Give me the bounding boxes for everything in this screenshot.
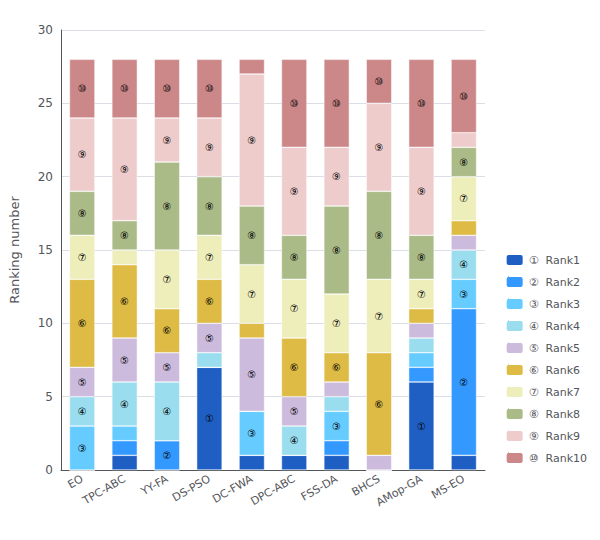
svg-text:③: ③ bbox=[332, 421, 341, 432]
svg-text:⑤: ⑤ bbox=[163, 362, 172, 373]
svg-text:MS-EO: MS-EO bbox=[429, 472, 467, 501]
svg-text:⑦: ⑦ bbox=[78, 252, 87, 263]
svg-text:②: ② bbox=[163, 450, 172, 461]
svg-text:⑩: ⑩ bbox=[375, 76, 384, 87]
svg-text:③: ③ bbox=[459, 289, 468, 300]
svg-text:⑧: ⑧ bbox=[120, 230, 129, 241]
svg-text:⑦: ⑦ bbox=[459, 193, 468, 204]
svg-text:⑦: ⑦ bbox=[417, 289, 426, 300]
svg-text:③: ③ bbox=[78, 443, 87, 454]
svg-text:⑨: ⑨ bbox=[332, 171, 341, 182]
svg-text:⑥: ⑥ bbox=[205, 296, 214, 307]
svg-text:⑩: ⑩ bbox=[205, 83, 214, 94]
svg-text:⑥: ⑥ bbox=[163, 325, 172, 336]
svg-text:⑤: ⑤ bbox=[120, 355, 129, 366]
svg-text:④: ④ bbox=[120, 399, 129, 410]
svg-text:⑤ Rank5: ⑤ Rank5 bbox=[529, 342, 580, 355]
svg-text:⑨: ⑨ bbox=[417, 186, 426, 197]
svg-text:⑦ Rank7: ⑦ Rank7 bbox=[529, 386, 580, 399]
svg-text:20: 20 bbox=[38, 170, 53, 184]
svg-text:⑧: ⑧ bbox=[375, 230, 384, 241]
svg-text:⑤: ⑤ bbox=[290, 406, 299, 417]
svg-text:② Rank2: ② Rank2 bbox=[529, 276, 580, 289]
svg-text:⑦: ⑦ bbox=[290, 303, 299, 314]
svg-text:⑧ Rank8: ⑧ Rank8 bbox=[529, 408, 580, 421]
svg-text:⑨: ⑨ bbox=[78, 149, 87, 160]
svg-text:5: 5 bbox=[45, 390, 53, 404]
svg-text:④: ④ bbox=[459, 259, 468, 270]
svg-text:⑧: ⑧ bbox=[332, 245, 341, 256]
svg-text:DS-PSO: DS-PSO bbox=[170, 472, 213, 504]
svg-text:EO: EO bbox=[65, 472, 85, 491]
svg-text:⑤: ⑤ bbox=[78, 377, 87, 388]
svg-text:DC-FWA: DC-FWA bbox=[210, 472, 255, 506]
svg-text:⑨ Rank9: ⑨ Rank9 bbox=[529, 430, 580, 443]
svg-text:④: ④ bbox=[163, 406, 172, 417]
svg-text:⑩: ⑩ bbox=[290, 98, 299, 109]
svg-text:10: 10 bbox=[38, 316, 53, 330]
svg-text:④: ④ bbox=[78, 406, 87, 417]
svg-text:⑧: ⑧ bbox=[78, 208, 87, 219]
svg-text:25: 25 bbox=[38, 96, 53, 110]
svg-text:⑦: ⑦ bbox=[247, 289, 256, 300]
svg-text:⑩: ⑩ bbox=[332, 98, 341, 109]
svg-text:⑥ Rank6: ⑥ Rank6 bbox=[529, 364, 580, 377]
svg-text:①: ① bbox=[417, 421, 426, 432]
svg-text:⑥: ⑥ bbox=[290, 362, 299, 373]
svg-text:⑩: ⑩ bbox=[78, 83, 87, 94]
svg-text:④ Rank4: ④ Rank4 bbox=[529, 320, 580, 333]
svg-text:FSS-DA: FSS-DA bbox=[299, 472, 340, 503]
svg-text:⑨: ⑨ bbox=[247, 135, 256, 146]
svg-text:⑨: ⑨ bbox=[290, 186, 299, 197]
svg-text:⑦: ⑦ bbox=[163, 274, 172, 285]
svg-text:⑧: ⑧ bbox=[205, 201, 214, 212]
svg-text:30: 30 bbox=[38, 23, 53, 37]
svg-text:BHCS: BHCS bbox=[349, 472, 383, 499]
svg-text:⑨: ⑨ bbox=[120, 164, 129, 175]
svg-text:③ Rank3: ③ Rank3 bbox=[529, 298, 580, 311]
svg-text:DPC-ABC: DPC-ABC bbox=[249, 472, 298, 508]
svg-text:⑩: ⑩ bbox=[163, 83, 172, 94]
svg-text:⑨: ⑨ bbox=[205, 142, 214, 153]
svg-text:⑧: ⑧ bbox=[163, 201, 172, 212]
svg-text:0: 0 bbox=[45, 463, 53, 477]
svg-text:⑥: ⑥ bbox=[375, 399, 384, 410]
svg-text:⑤: ⑤ bbox=[205, 333, 214, 344]
svg-text:⑧: ⑧ bbox=[247, 230, 256, 241]
svg-text:TPC-ABC: TPC-ABC bbox=[80, 472, 129, 508]
svg-text:⑤: ⑤ bbox=[247, 369, 256, 380]
svg-text:⑦: ⑦ bbox=[332, 318, 341, 329]
svg-text:④: ④ bbox=[290, 435, 299, 446]
svg-text:①: ① bbox=[205, 413, 214, 424]
svg-text:① Rank1: ① Rank1 bbox=[529, 254, 580, 267]
svg-text:⑥: ⑥ bbox=[120, 296, 129, 307]
svg-text:⑦: ⑦ bbox=[205, 252, 214, 263]
svg-text:⑩ Rank10: ⑩ Rank10 bbox=[529, 452, 587, 465]
svg-text:②: ② bbox=[459, 377, 468, 388]
svg-text:⑥: ⑥ bbox=[78, 318, 87, 329]
svg-text:15: 15 bbox=[38, 243, 53, 257]
svg-text:⑧: ⑧ bbox=[459, 157, 468, 168]
svg-text:⑨: ⑨ bbox=[375, 142, 384, 153]
svg-text:⑥: ⑥ bbox=[332, 362, 341, 373]
svg-text:⑩: ⑩ bbox=[120, 83, 129, 94]
svg-text:⑦: ⑦ bbox=[375, 311, 384, 322]
svg-text:Ranking number: Ranking number bbox=[7, 196, 22, 304]
svg-text:⑧: ⑧ bbox=[290, 252, 299, 263]
svg-text:AMop-GA: AMop-GA bbox=[374, 472, 425, 509]
svg-text:YY-FA: YY-FA bbox=[138, 472, 171, 498]
svg-text:③: ③ bbox=[247, 428, 256, 439]
svg-text:⑩: ⑩ bbox=[417, 98, 426, 109]
svg-text:⑨: ⑨ bbox=[163, 135, 172, 146]
svg-text:⑧: ⑧ bbox=[417, 252, 426, 263]
svg-text:⑩: ⑩ bbox=[459, 91, 468, 102]
